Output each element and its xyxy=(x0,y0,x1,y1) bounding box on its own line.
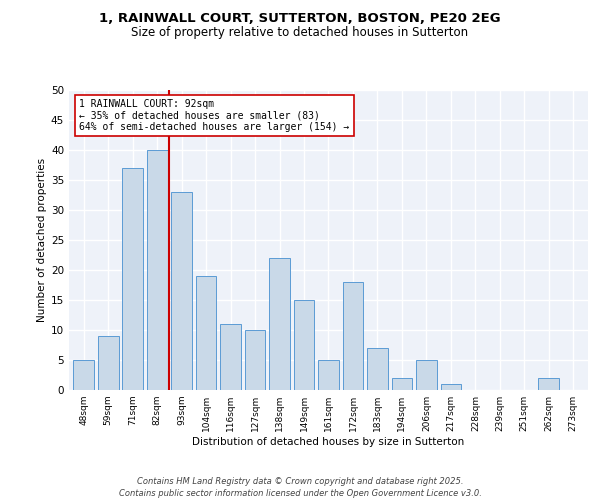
Bar xyxy=(367,348,388,390)
Bar xyxy=(220,324,241,390)
Text: 1, RAINWALL COURT, SUTTERTON, BOSTON, PE20 2EG: 1, RAINWALL COURT, SUTTERTON, BOSTON, PE… xyxy=(99,12,501,26)
Text: Contains HM Land Registry data © Crown copyright and database right 2025.
Contai: Contains HM Land Registry data © Crown c… xyxy=(119,476,481,498)
Bar xyxy=(440,384,461,390)
Bar xyxy=(245,330,265,390)
Bar xyxy=(196,276,217,390)
X-axis label: Distribution of detached houses by size in Sutterton: Distribution of detached houses by size … xyxy=(193,437,464,447)
Bar xyxy=(343,282,364,390)
Bar xyxy=(392,378,412,390)
Bar xyxy=(98,336,119,390)
Text: 1 RAINWALL COURT: 92sqm
← 35% of detached houses are smaller (83)
64% of semi-de: 1 RAINWALL COURT: 92sqm ← 35% of detache… xyxy=(79,99,350,132)
Bar xyxy=(293,300,314,390)
Bar xyxy=(147,150,167,390)
Text: Size of property relative to detached houses in Sutterton: Size of property relative to detached ho… xyxy=(131,26,469,39)
Bar xyxy=(171,192,192,390)
Bar xyxy=(416,360,437,390)
Y-axis label: Number of detached properties: Number of detached properties xyxy=(37,158,47,322)
Bar xyxy=(122,168,143,390)
Bar xyxy=(318,360,339,390)
Bar xyxy=(269,258,290,390)
Bar xyxy=(73,360,94,390)
Bar xyxy=(538,378,559,390)
